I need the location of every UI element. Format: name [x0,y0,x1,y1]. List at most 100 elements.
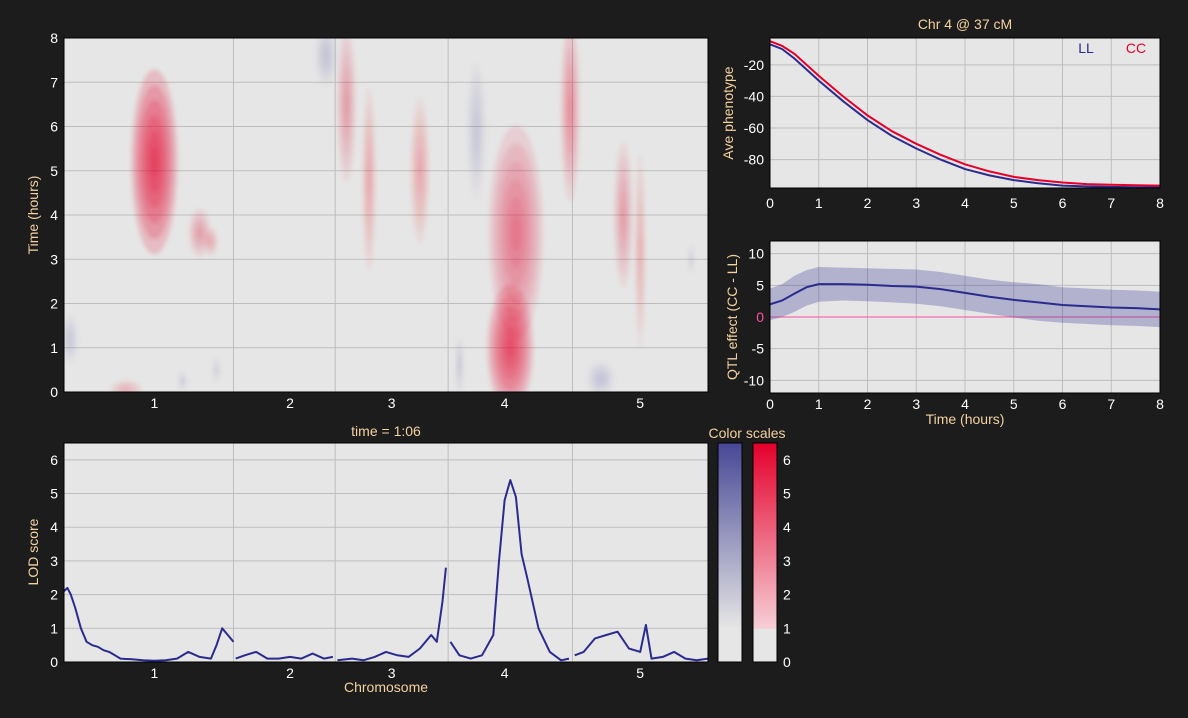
heatmap-x-tick-label: 4 [501,395,509,411]
phenotype-y-label: Ave phenotype [720,66,736,159]
legend-ll: LL [1078,40,1094,56]
lod-x-tick-label: 2 [286,665,294,681]
phenotype-title: Chr 4 @ 37 cM [918,16,1012,32]
heatmap-cell-layer [150,146,159,178]
phenotype-x-tick-label: 0 [766,195,774,211]
lod-x-tick-label: 1 [150,665,158,681]
phenotype-x-ticks: 0 1 2 3 4 5 6 7 8 [766,195,1164,211]
qtl-y-label: QTL effect (CC - LL) [724,254,740,380]
qtl-y-tick-label: 5 [756,277,764,293]
lod-segment [63,586,235,662]
qtl-x-tick-label: 1 [815,396,823,412]
heatmap-cell-layer [506,337,515,359]
phenotype-x-tick-label: 1 [815,195,823,211]
qtl-x-tick-label: 0 [766,396,774,412]
heatmap-y-ticks: 0 1 2 3 4 5 6 7 8 [50,30,58,400]
heatmap-cell-layer [568,93,573,125]
lod-segment [337,567,447,662]
heatmap-y-label: Time (hours) [25,176,41,255]
phenotype-y-tick-label: -20 [744,57,764,73]
heatmap-cells [64,38,693,392]
heatmap-cell-layer [181,379,185,383]
qtl-grid [769,241,1161,393]
heatmap-y-tick-label: 7 [50,74,58,90]
heatmap-cell [587,361,615,392]
qtl-x-tick-label: 2 [864,396,872,412]
lod-title: time = 1:06 [351,423,421,439]
qtl-y-tick-label: 10 [748,246,764,262]
color-scale-tick-label: 5 [783,486,791,502]
heatmap-y-tick-label: 6 [50,119,58,135]
qtl-x-tick-label: 7 [1107,396,1115,412]
color-scales: Color scales 0 1 2 3 4 5 6 [708,425,791,670]
color-scale-tick-label: 0 [783,654,791,670]
heatmap-cell-layer [215,368,219,372]
qtl-x-tick-label: 6 [1059,396,1067,412]
qtl-x-tick-label: 3 [912,396,920,412]
lod-y-tick-label: 2 [50,587,58,603]
qtl-x-tick-label: 5 [1010,396,1018,412]
heatmap-cell [109,380,143,392]
heatmap-y-tick-label: 4 [50,207,58,223]
qtl-confidence-band [770,267,1160,328]
heatmap-cell-layer [457,360,462,371]
phenotype-line-ll [769,43,1160,189]
heatmap-cell [613,141,633,289]
negative-scale-bar [718,443,742,629]
qtl-effect-line [770,283,1160,311]
color-scales-title: Color scales [708,425,785,441]
positive-scale-below-threshold [753,629,777,662]
color-scale-tick-label: 3 [783,553,791,569]
lod-x-ticks: 1 2 3 4 5 [150,665,644,681]
phenotype-x-tick-label: 6 [1059,195,1067,211]
heatmap-cell [204,226,218,257]
qtl-x-ticks: 0 1 2 3 4 5 6 7 8 [766,396,1164,412]
lod-background [64,443,708,662]
heatmap-y-tick-label: 2 [50,296,58,312]
phenotype-x-tick-label: 7 [1107,195,1115,211]
lod-y-tick-label: 4 [50,519,58,535]
heatmap-cell [179,371,187,390]
heatmap-y-tick-label: 5 [50,163,58,179]
heatmap-panel: 0 1 2 3 4 5 6 7 8 1 2 3 4 5 Time (hours) [25,30,709,411]
positive-scale-frame [752,442,778,663]
lod-x-tick-label: 3 [388,665,396,681]
heatmap-cell-layer [208,239,213,244]
heatmap-cell-layer [689,257,693,262]
color-scale-tick-label: 6 [783,452,791,468]
positive-scale-bar [753,443,777,629]
color-scale-ticks: 0 1 2 3 4 5 6 [783,452,791,670]
phenotype-lines [769,40,1161,189]
qtl-y-tick-label: 0 [756,309,764,325]
heatmap-frame [63,37,709,393]
qtl-confidence-band-area [770,267,1160,328]
color-scale-tick-label: 1 [783,620,791,636]
heatmap-cell-layer [511,214,521,251]
heatmap-cell-layer [197,228,202,237]
lod-y-tick-label: 3 [50,553,58,569]
heatmap-cell-layer [67,334,72,343]
heatmap-cell [488,125,544,340]
phenotype-y-tick-label: -40 [744,88,764,104]
heatmap-cell [410,97,430,244]
qtl-x-tick-label: 8 [1156,396,1164,412]
phenotype-x-tick-label: 5 [1010,195,1018,211]
heatmap-cell-layer [344,91,349,118]
qtl-effect-estimate [770,283,1160,311]
phenotype-frame [769,37,1161,189]
heatmap-cell [466,62,486,200]
phenotype-x-tick-label: 4 [961,195,969,211]
lod-frame [63,442,709,663]
lod-y-ticks: 0 1 2 3 4 5 6 [50,452,58,670]
lod-segment [449,479,570,662]
lod-y-tick-label: 1 [50,620,58,636]
heatmap-y-tick-label: 0 [50,384,58,400]
heatmap-cell [315,38,337,85]
phenotype-line-cc [769,40,1161,187]
heatmap-cell [336,38,356,183]
negative-scale-below-threshold [718,629,742,662]
color-scale-tick-label: 4 [783,519,791,535]
heatmap-cell-layer [367,164,372,196]
lod-x-tick-label: 4 [501,665,509,681]
phenotype-x-tick-label: 3 [912,195,920,211]
